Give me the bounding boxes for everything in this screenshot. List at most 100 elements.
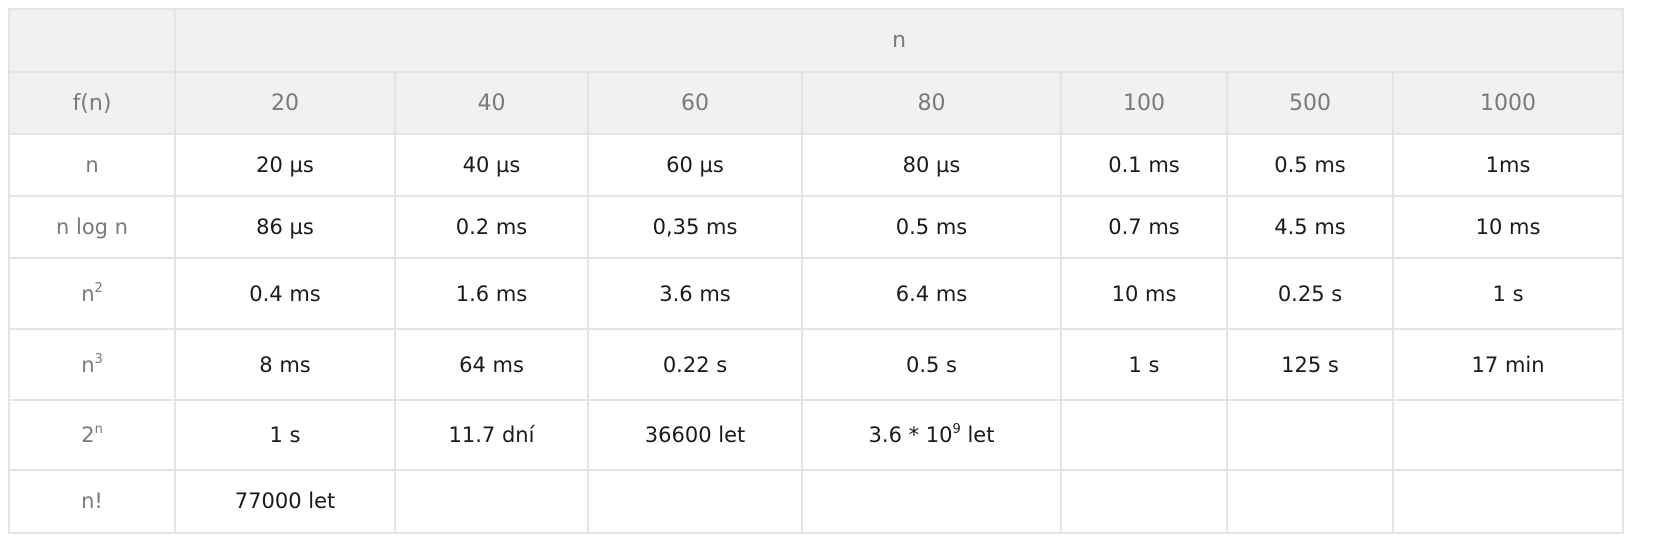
row-label-base: n — [81, 352, 95, 377]
table-cell — [1060, 468, 1228, 535]
header-row-n: n — [8, 7, 1625, 74]
row-label-cell: n log n — [8, 195, 176, 260]
table-cell: 1ms — [1391, 133, 1625, 198]
table-cell: 1.6 ms — [394, 257, 589, 330]
cell-value: 0.25 s — [1277, 281, 1343, 306]
cell-value: 60 µs — [666, 153, 724, 178]
row-label-cell: 2n — [8, 399, 176, 471]
table-cell — [1226, 399, 1394, 471]
cell-exponent: 9 — [952, 422, 961, 437]
cell-value: 1ms — [1485, 153, 1531, 178]
table-cell — [394, 468, 589, 535]
cell-value: 8 ms — [259, 352, 311, 377]
table-cell: 125 s — [1226, 327, 1394, 402]
table-cell: 10 ms — [1060, 257, 1228, 330]
cell-value: 0.2 ms — [455, 215, 528, 240]
table-cell — [1391, 399, 1625, 471]
cell-value: 64 ms — [459, 352, 524, 377]
row-label-exponent: 3 — [94, 351, 103, 367]
table-cell: 17 min — [1391, 327, 1625, 402]
column-header: 40 — [394, 71, 589, 136]
table-cell: 0.5 ms — [801, 195, 1062, 260]
row-label-cell: n2 — [8, 257, 176, 330]
table-cell: 0,35 ms — [587, 195, 803, 260]
table-cell — [1226, 468, 1394, 535]
row-label-exponent: n — [94, 422, 103, 437]
complexity-table-container: n f(n) 20 40 60 80 100 500 1000 n 20 µs 40… — [8, 7, 1625, 535]
table-cell: 80 µs — [801, 133, 1062, 198]
table-cell: 60 µs — [587, 133, 803, 198]
fn-header-cell: f(n) — [8, 71, 176, 136]
cell-value: 77000 let — [234, 489, 336, 514]
cell-value: 1 s — [1492, 281, 1524, 306]
table-cell: 1 s — [1391, 257, 1625, 330]
table-cell — [1391, 468, 1625, 535]
cell-value: 80 µs — [902, 153, 961, 178]
cell-value: 10 ms — [1111, 281, 1177, 306]
table-cell: 86 µs — [174, 195, 396, 260]
table-cell: 8 ms — [174, 327, 396, 402]
table-cell: 0.7 ms — [1060, 195, 1228, 260]
cell-value: 0.4 ms — [249, 281, 321, 306]
row-label-base: n log n — [56, 215, 128, 240]
cell-value: 125 s — [1281, 352, 1339, 377]
table-cell: 0.4 ms — [174, 257, 396, 330]
cell-value: 17 min — [1471, 352, 1545, 377]
table-cell: 1 s — [174, 399, 396, 471]
cell-value: 3.6 * 10 — [868, 423, 953, 448]
table-cell: 0.25 s — [1226, 257, 1394, 330]
cell-value: 86 µs — [256, 215, 314, 240]
table-row: n2 0.4 ms 1.6 ms 3.6 ms 6.4 ms 10 ms 0.25 s 1 s — [8, 257, 1625, 330]
table-cell — [1060, 399, 1228, 471]
cell-value: 40 µs — [462, 153, 521, 178]
cell-value: 3.6 ms — [659, 281, 731, 306]
table-row: n 20 µs 40 µs 60 µs 80 µs 0.1 ms 0.5 ms 1ms — [8, 133, 1625, 198]
row-label-cell: n! — [8, 468, 176, 535]
table-cell: 6.4 ms — [801, 257, 1062, 330]
cell-value: 0.22 s — [662, 352, 728, 377]
column-header: 500 — [1226, 71, 1394, 136]
table-cell: 0.5 ms — [1226, 133, 1394, 198]
table-cell — [587, 468, 803, 535]
table-cell: 0.22 s — [587, 327, 803, 402]
cell-value: 1 s — [269, 423, 301, 448]
cell-value: 0.1 ms — [1108, 153, 1180, 178]
cell-suffix: let — [960, 423, 995, 448]
cell-value: 20 µs — [256, 153, 314, 178]
table-cell: 0.5 s — [801, 327, 1062, 402]
row-label-exponent: 2 — [94, 280, 103, 296]
cell-value: 11.7 dní — [448, 423, 535, 448]
complexity-table: n f(n) 20 40 60 80 100 500 1000 n 20 µs 40… — [8, 7, 1625, 535]
table-cell: 10 ms — [1391, 195, 1625, 260]
table-cell: 36600 let — [587, 399, 803, 471]
cell-value: 6.4 ms — [895, 281, 968, 306]
table-cell — [801, 468, 1062, 535]
row-label-base: n! — [81, 489, 103, 514]
cell-value: 10 ms — [1475, 215, 1541, 240]
cell-value: 0.5 s — [905, 352, 957, 377]
table-cell: 77000 let — [174, 468, 396, 535]
header-row-values: f(n) 20 40 60 80 100 500 1000 — [8, 71, 1625, 136]
row-label-base: n — [81, 281, 95, 306]
cell-value: 0.5 ms — [895, 215, 968, 240]
table-cell: 3.6 * 109 let — [801, 399, 1062, 471]
column-header: 60 — [587, 71, 803, 136]
table-cell: 11.7 dní — [394, 399, 589, 471]
corner-blank-cell — [8, 7, 176, 74]
cell-value: 4.5 ms — [1274, 215, 1346, 240]
cell-value: 0.5 ms — [1274, 153, 1346, 178]
table-row: n3 8 ms 64 ms 0.22 s 0.5 s 1 s 125 s 17 min — [8, 327, 1625, 402]
cell-value: 36600 let — [644, 423, 746, 448]
cell-value: 1.6 ms — [455, 281, 528, 306]
table-cell: 40 µs — [394, 133, 589, 198]
column-header: 1000 — [1391, 71, 1625, 136]
row-label-cell: n — [8, 133, 176, 198]
row-label-base: 2 — [81, 423, 95, 448]
cell-value: 0,35 ms — [652, 215, 738, 240]
column-header: 80 — [801, 71, 1062, 136]
table-cell: 3.6 ms — [587, 257, 803, 330]
table-row: n log n 86 µs 0.2 ms 0,35 ms 0.5 ms 0.7 ms 4.5… — [8, 195, 1625, 260]
table-cell: 1 s — [1060, 327, 1228, 402]
table-cell: 20 µs — [174, 133, 396, 198]
table-cell: 64 ms — [394, 327, 589, 402]
